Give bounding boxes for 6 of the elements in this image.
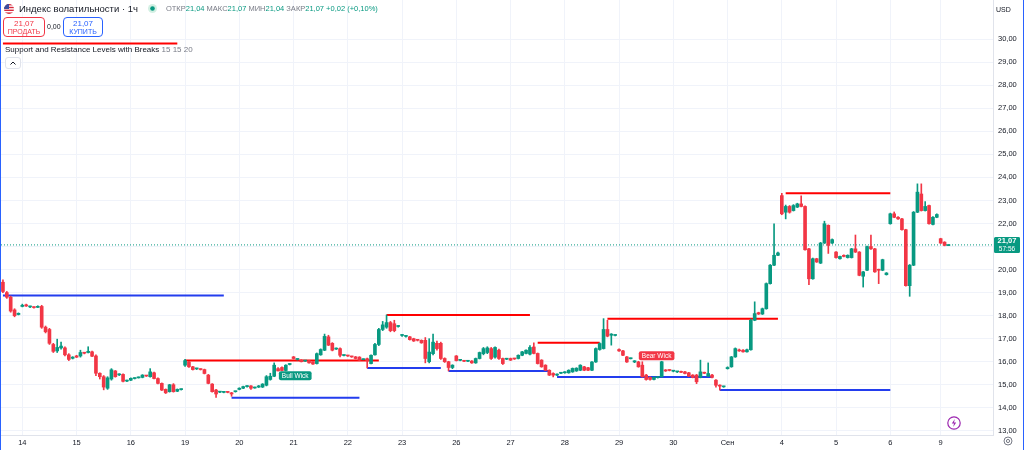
annotation: 21,07 (72, 18, 94, 28)
candlestick (86, 346, 91, 354)
candlestick (117, 373, 122, 376)
annotation: 21,07 (13, 18, 35, 28)
chart-title: Индекс волатильности · 1ч (19, 3, 138, 14)
text: Support and Resistance Levels with Breaks 15 15 20 (5, 45, 193, 54)
